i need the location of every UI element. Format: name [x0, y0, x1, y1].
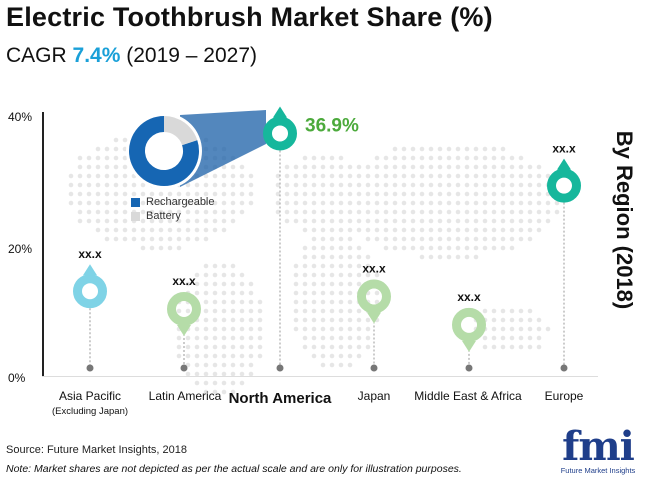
arrow-up-icon	[83, 264, 97, 276]
base-dot-asia-pacific	[86, 364, 94, 372]
marker-europe	[547, 168, 581, 203]
x-label-middle-east-africa: Middle East & Africa	[414, 389, 522, 403]
marker-japan	[357, 279, 391, 314]
base-dot-north-america	[276, 364, 284, 372]
donut-slice-rechargeable	[129, 116, 199, 186]
base-dot-europe	[560, 364, 568, 372]
arrow-up-icon	[273, 106, 287, 118]
value-label-asia-pacific: xx.x	[78, 247, 102, 261]
value-label-japan: xx.x	[362, 261, 386, 275]
base-dot-latin-america	[180, 364, 188, 372]
battery-swatch	[131, 211, 140, 221]
x-label-asia-pacific-name: Asia Pacific	[58, 389, 122, 403]
donut-connector	[180, 110, 266, 187]
marker-north-america	[263, 116, 297, 151]
marker-latin-america	[167, 292, 201, 327]
x-label-latin-america: Latin America	[148, 389, 222, 403]
logo-mark: fmi	[562, 423, 635, 470]
value-label-europe: xx.x	[552, 142, 576, 156]
chart-title: Electric Toothbrush Market Share (%)	[6, 2, 493, 32]
cagr-subtitle: CAGR 7.4% (2019 – 2027)	[6, 44, 257, 68]
x-label-asia-pacific-sub: (Excluding Japan)	[51, 406, 129, 417]
x-label-europe: Europe	[544, 389, 584, 403]
value-label-latin-america: xx.x	[172, 274, 196, 288]
legend-item-battery: Battery	[131, 209, 215, 223]
value-label-north-america: 36.9%	[305, 115, 359, 136]
arrow-down-icon	[367, 312, 381, 324]
x-label-north-america: North America	[228, 390, 332, 407]
source-text: Source: Future Market Insights, 2018	[6, 444, 187, 456]
donut-legend: Rechargeable Battery	[131, 195, 215, 223]
logo-tagline: Future Market Insights	[560, 466, 636, 475]
marker-asia-pacific	[73, 274, 107, 309]
cagr-prefix: CAGR	[6, 44, 73, 67]
donut-slice-battery	[163, 116, 198, 146]
legend-label-rechargeable: Rechargeable	[146, 196, 215, 208]
legend-item-rechargeable: Rechargeable	[131, 195, 215, 209]
cagr-period: (2019 – 2027)	[120, 44, 257, 67]
rechargeable-swatch	[131, 197, 140, 207]
value-label-middle-east-africa: xx.x	[457, 290, 481, 304]
y-tick-20: 20%	[8, 242, 33, 256]
y-tick-0: 0%	[8, 371, 26, 385]
donut-chart	[126, 110, 266, 189]
x-axis-line	[42, 376, 598, 377]
x-label-japan: Japan	[357, 389, 391, 403]
note-text: Note: Market shares are not depicted as …	[6, 463, 462, 475]
cagr-value: 7.4%	[72, 44, 121, 67]
y-axis-line	[42, 112, 44, 377]
arrow-up-icon	[557, 158, 571, 170]
fmi-logo: fmi Future Market Insights	[552, 423, 644, 476]
legend-label-battery: Battery	[146, 210, 181, 222]
arrow-down-icon	[462, 340, 476, 352]
arrow-down-icon	[177, 325, 191, 337]
base-dot-japan	[370, 364, 378, 372]
y-tick-40: 40%	[8, 110, 33, 124]
marker-middle-east-africa	[452, 307, 486, 342]
x-label-asia-pacific: Asia Pacific (Excluding Japan)	[52, 388, 128, 420]
base-dot-middle-east-africa	[465, 364, 473, 372]
